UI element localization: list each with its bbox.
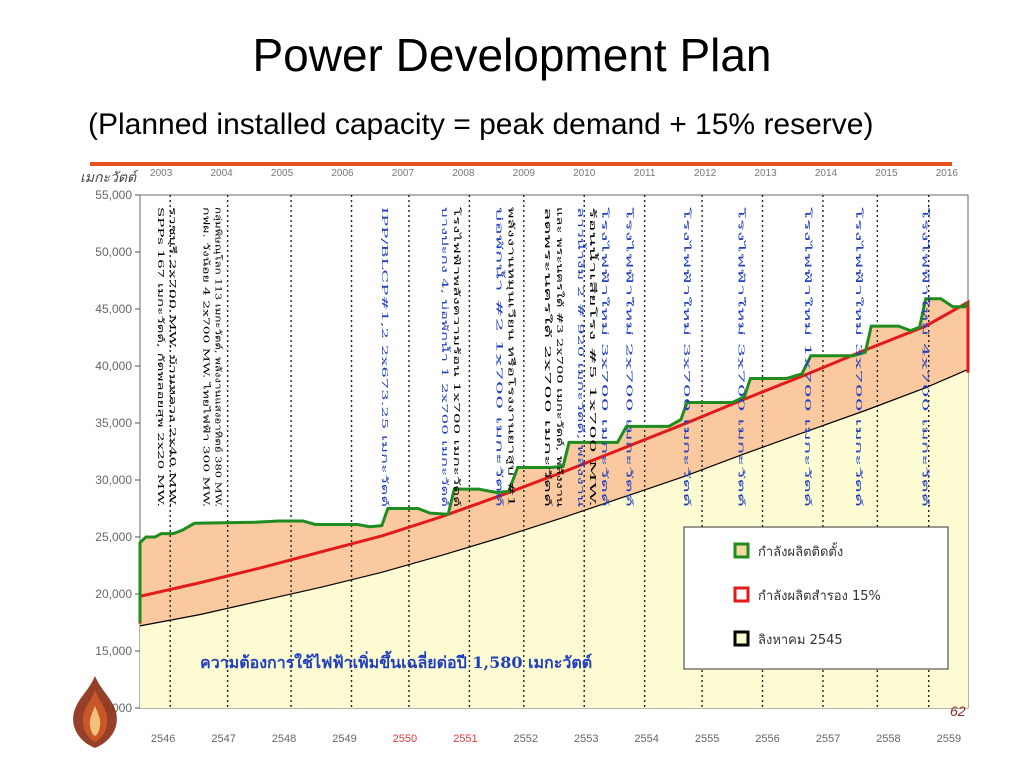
top-year-label: 2009 xyxy=(513,168,536,179)
plant-annotation: ราชบุรี 2x700 MW. บ้านหลวง 2x40 MW. xyxy=(167,207,178,507)
plant-annotation: ลดพระนครใต้ 2x700 เมกะวัตต์ xyxy=(542,207,553,507)
plant-annotation: โรงไฟฟ้าใหม่ 3x700 เมกะวัตต์ xyxy=(599,207,610,507)
bottom-year-label: 2548 xyxy=(272,733,296,745)
legend-label-demand: ลิงหาคม 2545 xyxy=(758,633,843,648)
top-year-label: 2006 xyxy=(331,168,354,179)
plant-annotation: โรงไฟฟ้าใหม่ 1x700 เมกะวัตต์ xyxy=(802,207,813,507)
bottom-year-label: 2555 xyxy=(695,733,719,745)
plant-annotation: บ่อพักน้ำ #2 1x700 เมกะวัตต์ xyxy=(494,207,506,507)
demand-growth-annotation: ความต้องการใช้ไฟฟ้าเพิ่มขึ้นเฉลี่ยต่อปี … xyxy=(200,650,592,672)
bottom-year-label: 2557 xyxy=(816,733,840,745)
top-year-label: 2003 xyxy=(150,168,173,179)
bottom-year-label: 2547 xyxy=(211,733,235,745)
plant-annotation: ร้อนน้ำเสียโรง #5 1x700 MW. xyxy=(587,207,599,507)
legend-swatch-demand xyxy=(733,630,750,647)
bottom-year-label: 2559 xyxy=(937,733,961,745)
legend-swatch-installed xyxy=(733,542,750,559)
legend-swatch-reserve xyxy=(733,586,750,603)
plant-annotation: โรงไฟฟ้าใหม่ 2x700 เมกะวัตต์ xyxy=(624,207,635,507)
title-underline xyxy=(90,162,952,166)
bottom-year-label: 2551 xyxy=(453,733,477,745)
bottom-year-label: 2558 xyxy=(876,733,900,745)
installed-line xyxy=(138,297,970,623)
legend-label-reserve: กำลังผลิตสำรอง 15% xyxy=(758,589,881,604)
y-axis-label: เมกะวัตต์ xyxy=(80,169,139,186)
bottom-year-label: 2546 xyxy=(151,733,175,745)
y-tick-label: 40,000 xyxy=(95,359,132,373)
slide-title: Power Development Plan xyxy=(252,29,772,81)
y-tick-label: 15,000 xyxy=(95,644,132,658)
y-tick-label: 20,000 xyxy=(95,587,132,601)
y-tick-label: 25,000 xyxy=(95,530,132,544)
bottom-year-label: 2552 xyxy=(514,733,538,745)
plant-annotation: SPPs 167 เมกะวัตต์, กัดพลอยสุพ 2x20 MW. xyxy=(155,207,166,507)
plant-annotation: กลุ่มพิษณุโลก 113 เมกะวัตต์, พลังงานแสงอ… xyxy=(213,207,224,507)
top-year-label: 2012 xyxy=(694,168,717,179)
plant-annotation: ลาวน้ำงึม 2 # 920 เมกะวัตต์, พลังงาน xyxy=(575,207,587,507)
plant-annotation: บางปะกง 4, บ่อพักน้ำ 1 2x700 เมกะวัตต์ xyxy=(439,207,451,507)
bottom-year-label: 2556 xyxy=(755,733,779,745)
y-tick-label: 35,000 xyxy=(95,416,132,430)
y-tick-label: 45,000 xyxy=(95,302,132,316)
plant-annotation: โรงไฟฟ้าใหม่ 3x700 เมกะวัตต์ xyxy=(853,207,864,507)
legend: กำลังผลิตติดตั้งกำลังผลิตสำรอง 15% ลิงหาค… xyxy=(683,526,949,670)
bottom-year-label: 2550 xyxy=(393,733,417,745)
legend-label-installed: กำลังผลิตติดตั้ง xyxy=(758,542,843,560)
bottom-year-label: 2554 xyxy=(634,733,658,745)
y-tick-label: 55,000 xyxy=(95,188,132,202)
top-year-label: 2007 xyxy=(392,168,415,179)
slide-subtitle: (Planned installed capacity = peak deman… xyxy=(88,108,874,141)
egat-flame-logo xyxy=(73,676,117,748)
plant-annotation: และ พระนครใต้ #3 2x700 เมกะวัตต์, พลังงา… xyxy=(554,207,565,507)
top-year-label: 2011 xyxy=(634,168,656,179)
top-year-label: 2016 xyxy=(936,168,959,179)
plant-annotation: โรงไฟฟ้าใหม่ 4x700 เมกะวัตต์ xyxy=(920,207,931,507)
bottom-year-label: 2549 xyxy=(332,733,356,745)
plant-annotation: โรงไฟฟ้าใหม่ 3x700 เมกะวัตต์ xyxy=(735,207,746,507)
top-year-label: 2015 xyxy=(875,168,898,179)
y-tick-label: 50,000 xyxy=(95,245,132,259)
plant-annotation: โรงไฟฟ้าพลังความร้อน 1x700 เมกะวัตต์ xyxy=(451,207,462,507)
reserve-line xyxy=(138,299,970,624)
plant-annotation: IPP/BLCP#1,2 2x673.25 เมกะวัตต์ xyxy=(379,207,390,507)
top-year-label: 2010 xyxy=(573,168,596,179)
top-year-label: 2004 xyxy=(210,168,233,179)
top-year-label: 2005 xyxy=(271,168,294,179)
y-tick-label: 30,000 xyxy=(95,473,132,487)
top-year-label: 2014 xyxy=(815,168,838,179)
demand-line xyxy=(139,368,969,627)
top-year-label: 2008 xyxy=(452,168,475,179)
plant-annotation: กฟผ. วังน้อย 4 2x700 MW. ไทยไฟฟ้า 300 MW… xyxy=(201,207,212,507)
top-year-label: 2013 xyxy=(754,168,777,179)
legend-box xyxy=(683,526,949,670)
slide-number: 62 xyxy=(950,703,966,719)
plant-annotation: โรงไฟฟ้าใหม่ 3x700 เมกะวัตต์ xyxy=(681,207,692,507)
bottom-year-label: 2553 xyxy=(574,733,598,745)
plant-annotation: พลังงานหมุนเวียน หรือโรงงานยาสูบ #1 xyxy=(506,207,517,507)
